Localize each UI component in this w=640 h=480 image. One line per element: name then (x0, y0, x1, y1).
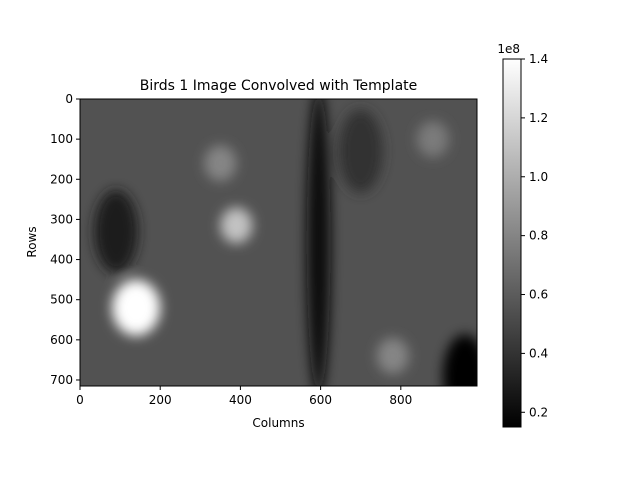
y-tick-label: 500 (50, 293, 73, 307)
y-tick-label: 200 (50, 172, 73, 186)
x-tick-label: 600 (309, 393, 332, 407)
colorbar (502, 58, 522, 428)
y-tick-label: 700 (50, 373, 73, 387)
colorbar-tick-label: 0.4 (529, 346, 548, 360)
colorbar-axis: 0.2 0.4 0.6 0.8 1.0 1.2 1.4 (521, 52, 548, 419)
x-tick-label: 800 (389, 393, 412, 407)
bright-region (204, 145, 237, 182)
y-tick-label: 300 (50, 212, 73, 226)
colorbar-tick-label: 1.0 (529, 170, 548, 184)
dark-region (94, 189, 139, 274)
colorbar-tick-label: 1.4 (529, 52, 548, 66)
y-tick-label: 0 (65, 92, 73, 106)
y-tick-label: 600 (50, 333, 73, 347)
colorbar-tick-label: 0.8 (529, 229, 548, 243)
x-axis-label: Columns (252, 416, 304, 430)
bright-region (416, 121, 449, 158)
dark-region (306, 99, 331, 386)
bright-region (376, 337, 409, 374)
heatmap-image (80, 99, 477, 386)
x-axis: 0 200 400 600 800 (76, 386, 412, 407)
colorbar-tick-label: 0.2 (529, 405, 548, 419)
colorbar-scale-label: 1e8 (497, 42, 520, 56)
colorbar-tick-label: 0.6 (529, 288, 548, 302)
x-tick-label: 0 (76, 393, 84, 407)
y-axis-label: Rows (25, 226, 39, 257)
heatmap-background (80, 99, 477, 386)
colorbar-tick-label: 1.2 (529, 111, 548, 125)
bright-region (112, 279, 161, 336)
dark-region (442, 334, 477, 386)
y-axis: 0 100 200 300 400 500 600 700 (50, 92, 80, 387)
x-tick-label: 200 (149, 393, 172, 407)
plot-frame (79, 98, 478, 387)
chart-title: Birds 1 Image Convolved with Template (140, 78, 418, 94)
x-tick-label: 400 (229, 393, 252, 407)
dark-region (338, 109, 383, 193)
bright-region (220, 207, 253, 244)
y-tick-label: 100 (50, 132, 73, 146)
y-tick-label: 400 (50, 253, 73, 267)
